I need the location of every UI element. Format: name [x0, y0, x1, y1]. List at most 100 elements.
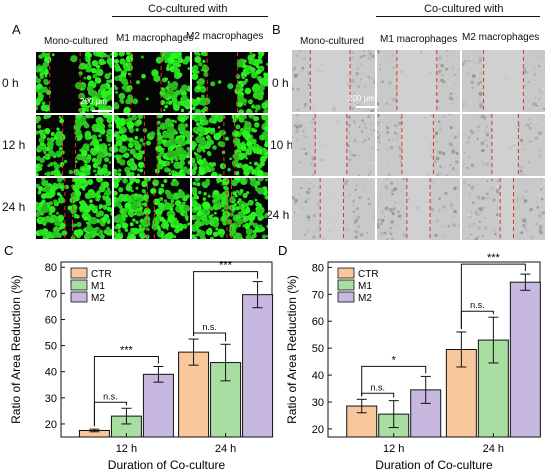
micrograph-tile: [377, 114, 460, 176]
significance-bracket: [93, 355, 159, 427]
legend-swatch: [70, 267, 88, 279]
y-tick-label: 80: [312, 262, 324, 274]
micrograph-tile: [36, 52, 112, 113]
significance-bracket: [361, 365, 427, 397]
y-tick-label: 40: [312, 370, 324, 382]
panel-a-col-header: M1 macrophages: [116, 33, 194, 44]
panel-b-scale-bar: [356, 106, 378, 108]
micrograph-tile: [377, 178, 460, 240]
y-tick-label: 60: [45, 314, 57, 326]
legend-swatch: [337, 279, 355, 291]
panel-a-row-label: 0 h: [2, 76, 19, 90]
significance-label: ***: [487, 252, 501, 264]
y-tick-label: 50: [45, 341, 57, 353]
significance-label: n.s.: [370, 382, 385, 392]
y-tick-label: 30: [45, 393, 57, 405]
legend-swatch: [337, 291, 355, 303]
legend-swatch: [337, 267, 355, 279]
micrograph-tile: [192, 178, 268, 239]
bar-ctr: [178, 351, 210, 438]
legend-swatch: [70, 291, 88, 303]
panel-a-micrograph-grid: [36, 52, 268, 239]
micrograph-tile: [377, 50, 460, 112]
panel-b-letter: B: [272, 22, 281, 37]
significance-bracket: [193, 271, 259, 337]
y-tick-label: 70: [45, 288, 57, 300]
panel-a-scale-bar: [92, 110, 114, 112]
chart-panel-letter: D: [278, 243, 287, 258]
panel-b-row-label: 24 h: [266, 208, 290, 222]
y-tick-label: 80: [45, 262, 57, 274]
y-tick-label: 30: [312, 397, 324, 409]
x-tick-label: 24 h: [483, 443, 504, 455]
micrograph-tile: [114, 52, 190, 113]
panel-a-scale-bar-label: 200 μm: [80, 97, 107, 106]
micrograph-tile: [292, 50, 375, 112]
significance-label: ***: [219, 260, 233, 272]
significance-label: *: [392, 354, 397, 366]
panel-b-row-label: 10 h: [270, 138, 294, 152]
micrograph-tile: [292, 114, 375, 176]
y-axis-label: Ratio of Area Reduction (%): [285, 275, 299, 424]
y-tick-label: 60: [312, 316, 324, 328]
x-tick-label: 12 h: [383, 443, 404, 455]
x-tick-label: 12 h: [116, 443, 137, 455]
legend-label: M2: [358, 293, 372, 304]
panel-b-col-header: M2 macrophages: [462, 32, 540, 43]
micrograph-tile: [114, 178, 190, 239]
significance-bracket: [193, 332, 227, 342]
y-tick-label: 50: [312, 343, 324, 355]
bar-m2: [142, 373, 174, 438]
legend-label: M2: [91, 293, 105, 304]
panel-b-micrograph-grid: [292, 50, 545, 242]
chart-c: C 20 30 40 50 60 70 80 Ratio of Area Reduction (…: [4, 243, 274, 472]
y-tick-label: 70: [312, 289, 324, 301]
legend-label: CTR: [91, 269, 112, 280]
micrograph-tile: [462, 178, 545, 240]
y-tick-label: 20: [45, 419, 57, 431]
panel-a-letter: A: [12, 22, 21, 37]
panel-b-group-title: Co-cultured with: [424, 3, 504, 15]
micrograph-tile: [192, 115, 268, 176]
micrograph-tile: [462, 114, 545, 176]
panel-a-row-label: 12 h: [2, 138, 26, 152]
panel-b-group-line: [376, 16, 540, 17]
panel-b-col-header: Mono-cultured: [300, 36, 364, 47]
micrograph-tile: [114, 115, 190, 176]
y-tick-label: 20: [312, 424, 324, 436]
chart-panel-letter: C: [4, 243, 13, 258]
y-axis-label: Ratio of Area Reduction (%): [9, 275, 23, 424]
micrograph-tile: [292, 178, 375, 240]
y-tick-label: 40: [45, 367, 57, 379]
significance-label: n.s.: [103, 391, 118, 401]
legend-label: CTR: [358, 269, 379, 280]
panel-a-col-header: Mono-cultured: [44, 36, 108, 47]
bar-m2: [509, 281, 541, 438]
panel-a-group-line: [112, 16, 268, 17]
x-axis-label: Duration of Co-culture: [108, 458, 226, 472]
bar-m2: [242, 294, 274, 438]
micrograph-tile: [36, 115, 112, 176]
significance-bracket: [460, 263, 526, 329]
significance-bracket: [361, 392, 395, 398]
panel-a-group-title: Co-cultured with: [148, 3, 228, 15]
x-axis-label: Duration of Co-culture: [375, 458, 493, 472]
legend-swatch: [70, 279, 88, 291]
chart-d: D 20 30 40 50 60 70 80 Ratio of Area Reduction (…: [278, 243, 541, 472]
significance-bracket: [460, 310, 494, 329]
panel-b-scale-bar-label: 200 μm: [348, 94, 375, 103]
panel-a-row-label: 24 h: [2, 200, 26, 214]
panel-a-col-header: M2 macrophages: [186, 31, 264, 42]
micrograph-tile: [462, 50, 545, 112]
significance-label: n.s.: [470, 300, 485, 310]
x-tick-label: 24 h: [215, 443, 236, 455]
legend-label: M1: [358, 281, 372, 292]
significance-label: ***: [120, 344, 134, 356]
micrograph-tile: [36, 178, 112, 239]
micrograph-tile: [192, 52, 268, 113]
legend-label: M1: [91, 281, 105, 292]
significance-label: n.s.: [202, 322, 217, 332]
panel-b-col-header: M1 macrophages: [380, 34, 458, 45]
panel-b-row-label: 0 h: [272, 76, 289, 90]
